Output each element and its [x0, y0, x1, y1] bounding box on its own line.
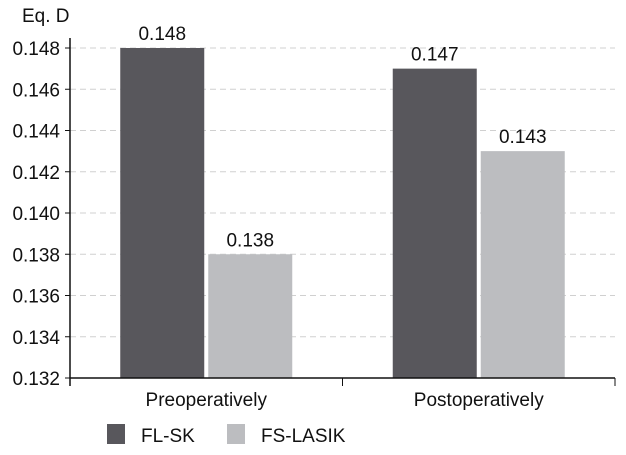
- y-axis-label: Eq. D: [22, 6, 70, 27]
- y-tick-label: 0.144: [12, 122, 60, 143]
- bar-fl-sk-preoperatively: [120, 48, 205, 378]
- y-tick-label: 0.136: [12, 287, 60, 308]
- y-tick-label: 0.140: [12, 204, 60, 225]
- y-tick-label: 0.146: [12, 80, 60, 101]
- y-tick-label: 0.132: [12, 369, 60, 390]
- x-tick-label: Postoperatively: [414, 390, 544, 411]
- data-label: 0.138: [226, 230, 274, 251]
- x-tick-label: Preoperatively: [146, 390, 268, 411]
- bar-fs-lasik-postoperatively: [480, 151, 565, 378]
- bar-fs-lasik-preoperatively: [208, 254, 293, 378]
- legend-label: FS-LASIK: [261, 426, 346, 447]
- y-tick-label: 0.142: [12, 163, 60, 184]
- data-label: 0.147: [411, 45, 459, 66]
- y-tick-label: 0.148: [12, 39, 60, 60]
- y-tick-label: 0.134: [12, 328, 60, 349]
- bar-fl-sk-postoperatively: [392, 68, 477, 378]
- legend-label: FL-SK: [141, 426, 195, 447]
- legend-swatch-fl-sk: [107, 424, 125, 444]
- legend-swatch-fs-lasik: [227, 424, 245, 444]
- y-tick-label: 0.138: [12, 245, 60, 266]
- data-label: 0.148: [138, 24, 186, 45]
- data-label: 0.143: [499, 127, 547, 148]
